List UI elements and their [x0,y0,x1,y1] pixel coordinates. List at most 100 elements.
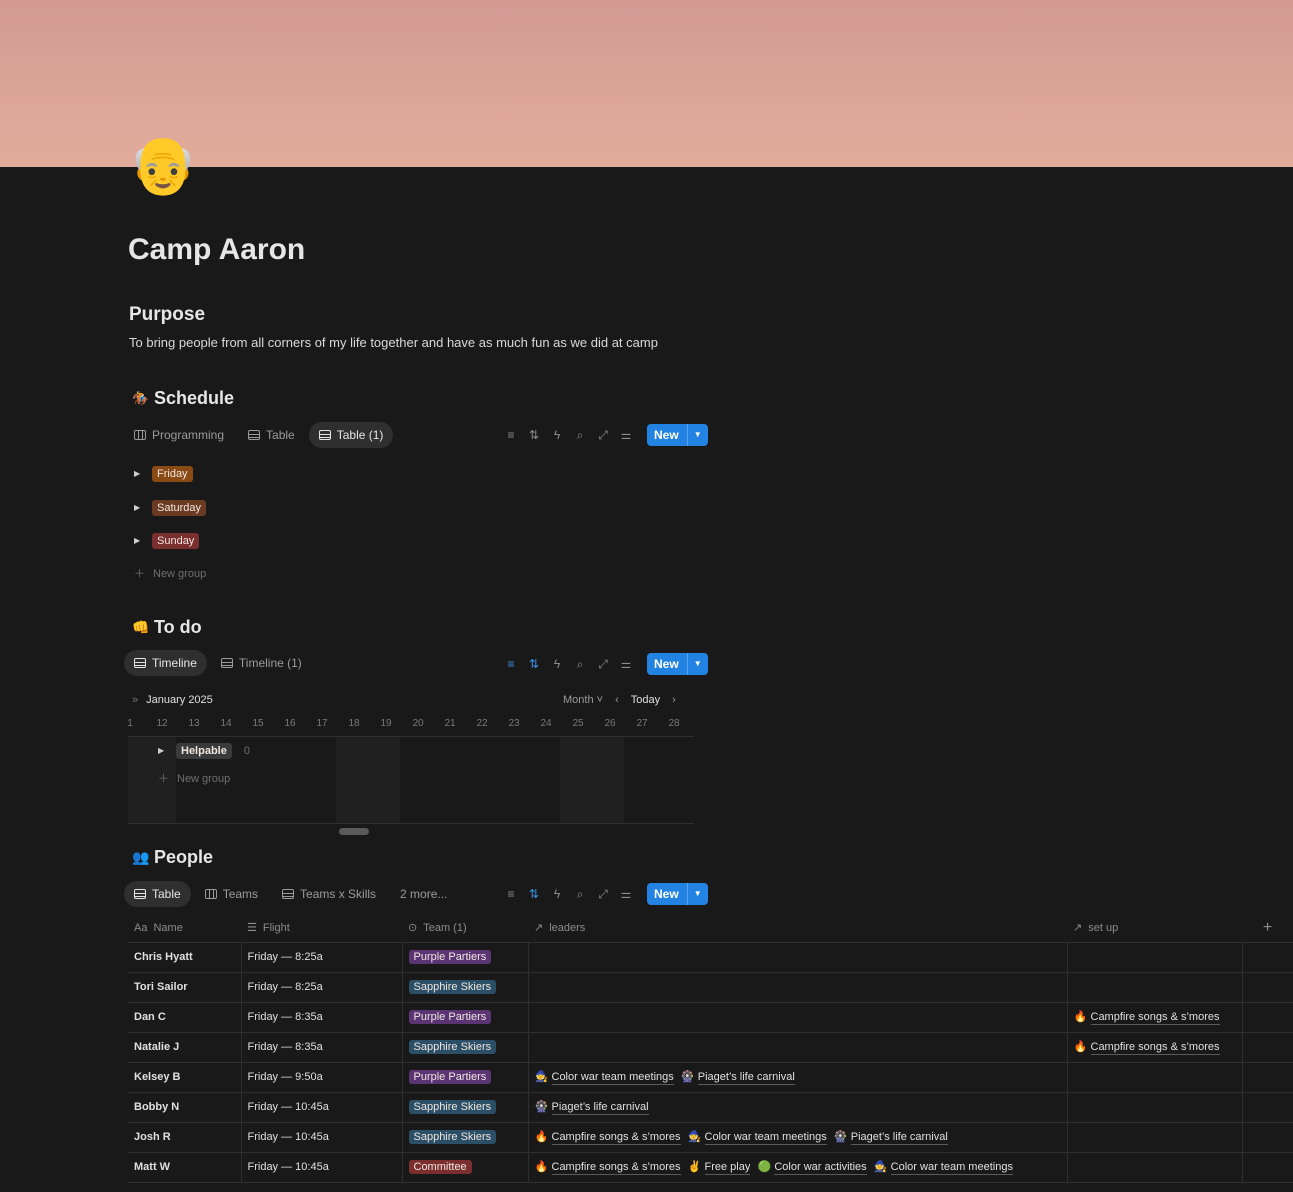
table-row[interactable]: Chris Hyatt Friday — 8:25a Purple Partiers [128,942,1293,973]
tab-teams-x-skills[interactable]: Teams x Skills [272,881,386,907]
flight-cell[interactable]: Friday — 10:45a [241,1092,403,1123]
setup-cell[interactable] [1067,972,1243,1003]
add-column-button[interactable]: + [1242,914,1293,943]
setup-cell[interactable] [1067,942,1243,973]
name-cell[interactable]: Bobby N [128,1092,242,1123]
toggle-triangle-icon[interactable]: ▶ [158,746,165,755]
chevron-right-icon[interactable]: › [672,694,676,706]
team-cell[interactable]: Sapphire Skiers [402,972,529,1003]
people-heading[interactable]: 👥 People [132,846,213,868]
table-row[interactable]: Josh R Friday — 10:45a Sapphire Skiers 🔥 Cam… [128,1122,1293,1153]
schedule-heading[interactable]: 🏇 Schedule [132,387,234,409]
page-cover[interactable] [0,0,1293,167]
leaders-cell[interactable]: 🎡 Piaget’s life carnival [528,1092,1068,1123]
settings-icon[interactable]: ⚌ [620,887,632,901]
tab-teams[interactable]: Teams [195,881,268,907]
team-cell[interactable]: Purple Partiers [402,942,529,973]
expand-icon[interactable]: ⤢ [598,657,608,671]
page-icon[interactable]: 👴 [128,133,198,196]
column-header[interactable]: ⊙ Team (1) [402,914,528,943]
column-header[interactable]: ↗ set up [1067,914,1242,943]
todo-heading[interactable]: 👊 To do [132,616,201,638]
relation-link[interactable]: 🎡 Piaget’s life carnival [681,1070,795,1085]
team-cell[interactable]: Sapphire Skiers [402,1092,529,1123]
relation-link[interactable]: 🧙 Color war team meetings [535,1070,674,1085]
table-row[interactable]: Tori Sailor Friday — 8:25a Sapphire Skiers [128,972,1293,1003]
today-button[interactable]: Today [630,694,661,706]
table-row[interactable]: Natalie J Friday — 8:35a Sapphire Skiers 🔥 C… [128,1032,1293,1063]
leaders-cell[interactable] [528,1032,1068,1063]
page-title[interactable]: Camp Aaron [128,233,306,266]
expand-sidebar-icon[interactable]: » [132,694,139,706]
group-saturday[interactable]: ▶ Saturday [134,499,207,534]
search-icon[interactable]: ⌕ [576,428,584,442]
automation-icon[interactable]: ϟ [553,657,561,671]
settings-icon[interactable]: ⚌ [620,428,632,442]
flight-cell[interactable]: Friday — 8:35a [241,1002,403,1033]
table-row[interactable]: Matt W Friday — 10:45a Committee 🔥 Campfire … [128,1152,1293,1183]
settings-icon[interactable]: ⚌ [620,657,632,671]
relation-link[interactable]: 🧙 Color war team meetings [874,1160,1013,1175]
setup-cell[interactable]: 🔥 Campfire songs & s’mores [1067,1002,1243,1033]
toggle-triangle-icon[interactable]: ▶ [134,536,141,545]
team-cell[interactable]: Sapphire Skiers [402,1122,529,1153]
leaders-cell[interactable] [528,972,1068,1003]
relation-link[interactable]: 🔥 Campfire songs & s’mores [1074,1040,1220,1055]
search-icon[interactable]: ⌕ [576,887,584,901]
relation-link[interactable]: 🟢 Color war activities [757,1160,867,1175]
setup-cell[interactable] [1067,1062,1243,1093]
column-header[interactable]: Aa Name [128,914,241,943]
sort-icon[interactable]: ⇅ [528,657,540,671]
relation-link[interactable]: 🧙 Color war team meetings [688,1130,827,1145]
table-row[interactable]: Dan C Friday — 8:35a Purple Partiers 🔥 Campf… [128,1002,1293,1033]
leaders-cell[interactable] [528,942,1068,973]
expand-icon[interactable]: ⤢ [598,887,608,901]
chevron-left-icon[interactable]: ‹ [615,694,619,706]
setup-cell[interactable] [1067,1122,1243,1153]
more-views-button[interactable]: 2 more... [400,887,448,901]
filter-icon[interactable]: ≡ [507,887,515,901]
toggle-triangle-icon[interactable]: ▶ [134,502,141,512]
name-cell[interactable]: Dan C [128,1002,242,1033]
team-cell[interactable]: Purple Partiers [402,1002,529,1033]
schedule-new-group[interactable]: ＋ New group [134,567,206,581]
relation-link[interactable]: ✌️ Free play [688,1160,751,1175]
flight-cell[interactable]: Friday — 8:25a [241,942,403,973]
new-button[interactable]: New ▼ [647,653,708,675]
new-button[interactable]: New ▼ [647,424,708,446]
setup-cell[interactable] [1067,1092,1243,1123]
tab-table[interactable]: Table [124,881,191,907]
column-header[interactable]: ☰ Flight [241,914,402,943]
relation-link[interactable]: 🔥 Campfire songs & s’mores [535,1160,681,1175]
name-cell[interactable]: Tori Sailor [128,972,242,1003]
timeline-grid[interactable]: ▶ Helpable 0 ＋ New group [128,736,694,824]
name-cell[interactable]: Natalie J [128,1032,242,1063]
leaders-cell[interactable] [528,1002,1068,1033]
sort-icon[interactable]: ⇅ [528,887,540,901]
sort-icon[interactable]: ⇅ [528,428,540,442]
tab-table-1-[interactable]: Table (1) [308,422,394,448]
team-cell[interactable]: Sapphire Skiers [402,1032,529,1063]
toggle-triangle-icon[interactable]: ▶ [134,469,141,478]
chevron-down-icon[interactable]: ▼ [686,424,708,446]
relation-link[interactable]: 🎡 Piaget’s life carnival [834,1130,948,1145]
automation-icon[interactable]: ϟ [553,428,561,442]
name-cell[interactable]: Kelsey B [128,1062,242,1093]
tab-table[interactable]: Table [238,422,305,448]
tab-timeline[interactable]: Timeline [124,650,207,676]
tab-programming[interactable]: Programming [124,422,234,448]
name-cell[interactable]: Josh R [128,1122,242,1153]
expand-icon[interactable]: ⤢ [598,428,608,442]
relation-link[interactable]: 🔥 Campfire songs & s’mores [1074,1010,1220,1025]
timeline-new-group[interactable]: ＋ New group [158,772,230,786]
flight-cell[interactable]: Friday — 10:45a [241,1152,403,1183]
table-row[interactable]: Kelsey B Friday — 9:50a Purple Partiers 🧙 Co… [128,1062,1293,1093]
timeline-group-helpable[interactable]: ▶ Helpable 0 [158,743,250,759]
flight-cell[interactable]: Friday — 10:45a [241,1122,403,1153]
relation-link[interactable]: 🔥 Campfire songs & s’mores [535,1130,681,1145]
setup-cell[interactable] [1067,1152,1243,1183]
column-header[interactable]: ↗ leaders [528,914,1067,943]
tab-timeline-1-[interactable]: Timeline (1) [211,650,312,676]
horizontal-scrollbar[interactable] [339,828,369,835]
group-friday[interactable]: ▶ Friday [134,466,206,500]
